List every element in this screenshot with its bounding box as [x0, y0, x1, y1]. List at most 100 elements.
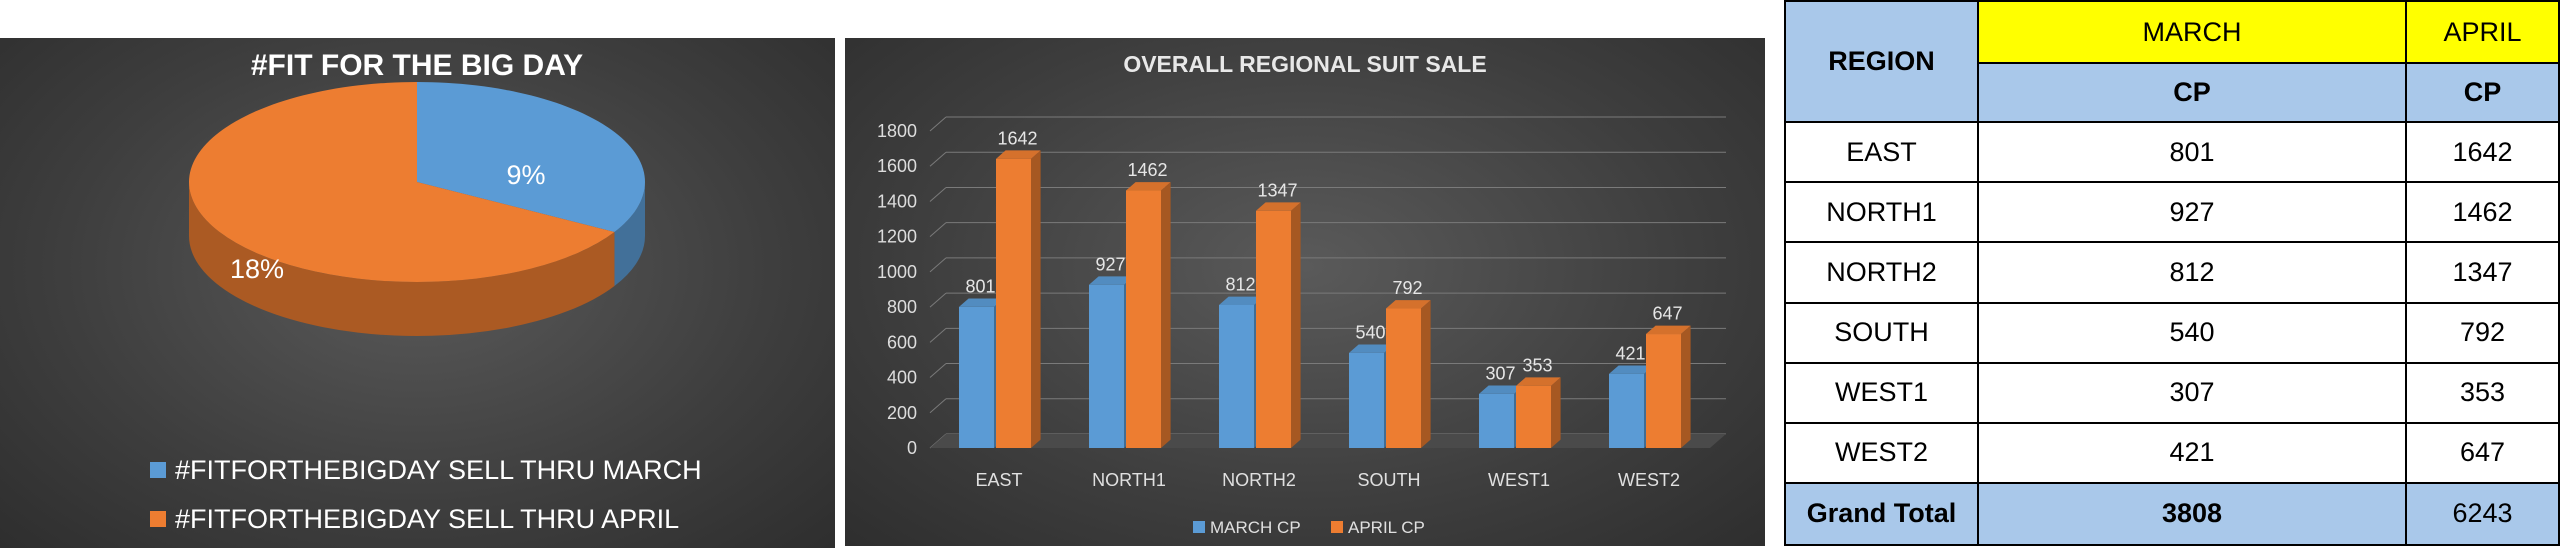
cell-march: 812 — [1977, 241, 2407, 304]
bar-top — [1479, 385, 1524, 394]
gridline-depth — [929, 257, 947, 273]
bar-chart-panel: OVERALL REGIONAL SUIT SALE 0 200 400 600 800… — [845, 38, 1765, 546]
cell-region: WEST2 — [1784, 421, 1979, 484]
bar-north1-1 — [1126, 190, 1161, 448]
bar-top — [959, 298, 1004, 307]
bar-legend-swatch-april — [1331, 521, 1343, 533]
cell-april: 792 — [2405, 301, 2560, 364]
bar-east-1 — [996, 158, 1031, 448]
bar-side — [1681, 325, 1691, 448]
bar-value-label: 1462 — [1127, 160, 1167, 180]
pie-slice-0 — [417, 82, 645, 232]
y-tick-label: 1400 — [877, 191, 917, 211]
gridline-depth — [929, 327, 947, 343]
cell-april: 1642 — [2405, 121, 2560, 184]
pie-slices — [189, 82, 645, 337]
bar-legend-march: MARCH CP — [1210, 518, 1301, 537]
gridline-depth — [929, 187, 947, 202]
chart-floor — [930, 434, 1726, 448]
table-row: WEST1 307 353 — [1784, 361, 2560, 424]
bar-top — [996, 150, 1041, 159]
gridline-depth — [929, 398, 947, 414]
cell-region: NORTH2 — [1784, 241, 1979, 304]
bar-value-label: 1642 — [997, 128, 1037, 148]
bar-value-label: 812 — [1225, 275, 1255, 295]
cell-region: WEST1 — [1784, 361, 1979, 424]
bar-top — [1219, 296, 1264, 305]
y-tick-label: 800 — [887, 297, 917, 317]
gridline-depth — [929, 151, 947, 167]
pie-slice-1 — [189, 82, 615, 282]
bar-value-label: 792 — [1392, 278, 1422, 298]
table-row: WEST2 421 647 — [1784, 421, 2560, 484]
bar-north2-0 — [1219, 304, 1254, 448]
bar-side — [1291, 202, 1301, 448]
bar-side — [1161, 182, 1171, 448]
pie-title: #FIT FOR THE BIG DAY — [251, 49, 583, 82]
bar-chart: OVERALL REGIONAL SUIT SALE 0 200 400 600 800… — [877, 51, 1726, 537]
bar-top — [1516, 377, 1561, 386]
pie-label-march: 9% — [506, 160, 545, 190]
y-tick-label: 400 — [887, 368, 917, 388]
bar-value-label: 421 — [1615, 343, 1645, 363]
header-march: MARCH — [1977, 0, 2407, 65]
bar-north1-0 — [1089, 284, 1124, 448]
table-row: EAST 801 1642 — [1784, 121, 2560, 184]
bar-top — [1646, 325, 1691, 335]
bar-top — [1386, 300, 1431, 309]
pie-legend-april: #FITFORTHEBIGDAY SELL THRU APRIL — [175, 504, 679, 534]
x-tick-label: SOUTH — [1358, 470, 1421, 490]
pie-legend-swatch-march — [150, 462, 166, 478]
bar-side — [1421, 300, 1431, 448]
cell-march: 421 — [1977, 421, 2407, 484]
cell-march: 307 — [1977, 361, 2407, 424]
gridline-depth — [929, 222, 947, 238]
table-row: NORTH1 927 1462 — [1784, 181, 2560, 244]
bar-value-label: 927 — [1095, 254, 1125, 274]
pie-legend-swatch-april — [150, 511, 166, 527]
bar-side — [1031, 150, 1041, 449]
bar-chart-title: OVERALL REGIONAL SUIT SALE — [1123, 51, 1486, 77]
x-tick-label: NORTH2 — [1222, 470, 1296, 490]
cell-april: 1462 — [2405, 181, 2560, 244]
x-tick-label: WEST2 — [1618, 470, 1680, 490]
cell-total-label: Grand Total — [1784, 481, 1979, 547]
cell-april: 647 — [2405, 421, 2560, 484]
bar-west1-0 — [1479, 393, 1514, 448]
cell-region: SOUTH — [1784, 301, 1979, 364]
gridline-depth — [929, 292, 947, 308]
bar-y-axis: 0 200 400 600 800 1000 1200 1400 1600 1800 — [877, 121, 917, 458]
bar-legend-swatch-march — [1193, 521, 1205, 533]
region-sales-table: REGION MARCH APRIL CP CP EAST 801 1642 N… — [1784, 0, 2560, 547]
pie-legend-march: #FITFORTHEBIGDAY SELL THRU MARCH — [175, 455, 702, 485]
bar-legend-april: APRIL CP — [1348, 518, 1425, 537]
bar-value-label: 1347 — [1257, 180, 1297, 200]
bar-top — [1089, 276, 1134, 285]
cell-march: 801 — [1977, 121, 2407, 184]
data-table-panel: REGION MARCH APRIL CP CP EAST 801 1642 N… — [1784, 0, 2560, 550]
header-april: APRIL — [2405, 0, 2560, 65]
bar-series: 801 1642 927 1462 812 1347 540 792 307 353 421 647 — [959, 128, 1691, 449]
cell-region: NORTH1 — [1784, 181, 1979, 244]
cell-april: 353 — [2405, 361, 2560, 424]
x-tick-label: NORTH1 — [1092, 470, 1166, 490]
pie-label-april: 18% — [230, 254, 284, 284]
y-tick-label: 1000 — [877, 262, 917, 282]
bar-side — [1551, 377, 1561, 448]
bar-value-label: 540 — [1355, 323, 1385, 343]
bar-top — [1609, 365, 1654, 374]
pie-chart: #FIT FOR THE BIG DAY 9% 18% #FITFORTHEBI… — [150, 49, 702, 534]
pie-chart-panel: #FIT FOR THE BIG DAY 9% 18% #FITFORTHEBI… — [0, 38, 835, 548]
bar-top — [1256, 202, 1301, 211]
cell-april: 1347 — [2405, 241, 2560, 304]
gridline-depth — [929, 116, 947, 132]
bar-value-label: 307 — [1485, 364, 1515, 384]
y-tick-label: 0 — [907, 438, 917, 458]
table-total-row: Grand Total 3808 6243 — [1784, 481, 2560, 547]
y-tick-label: 1800 — [877, 121, 917, 141]
pie-side-1 — [189, 182, 615, 337]
subheader-april-cp: CP — [2405, 62, 2560, 124]
y-tick-label: 200 — [887, 403, 917, 423]
table-row: SOUTH 540 792 — [1784, 301, 2560, 364]
bar-south-0 — [1349, 352, 1384, 448]
